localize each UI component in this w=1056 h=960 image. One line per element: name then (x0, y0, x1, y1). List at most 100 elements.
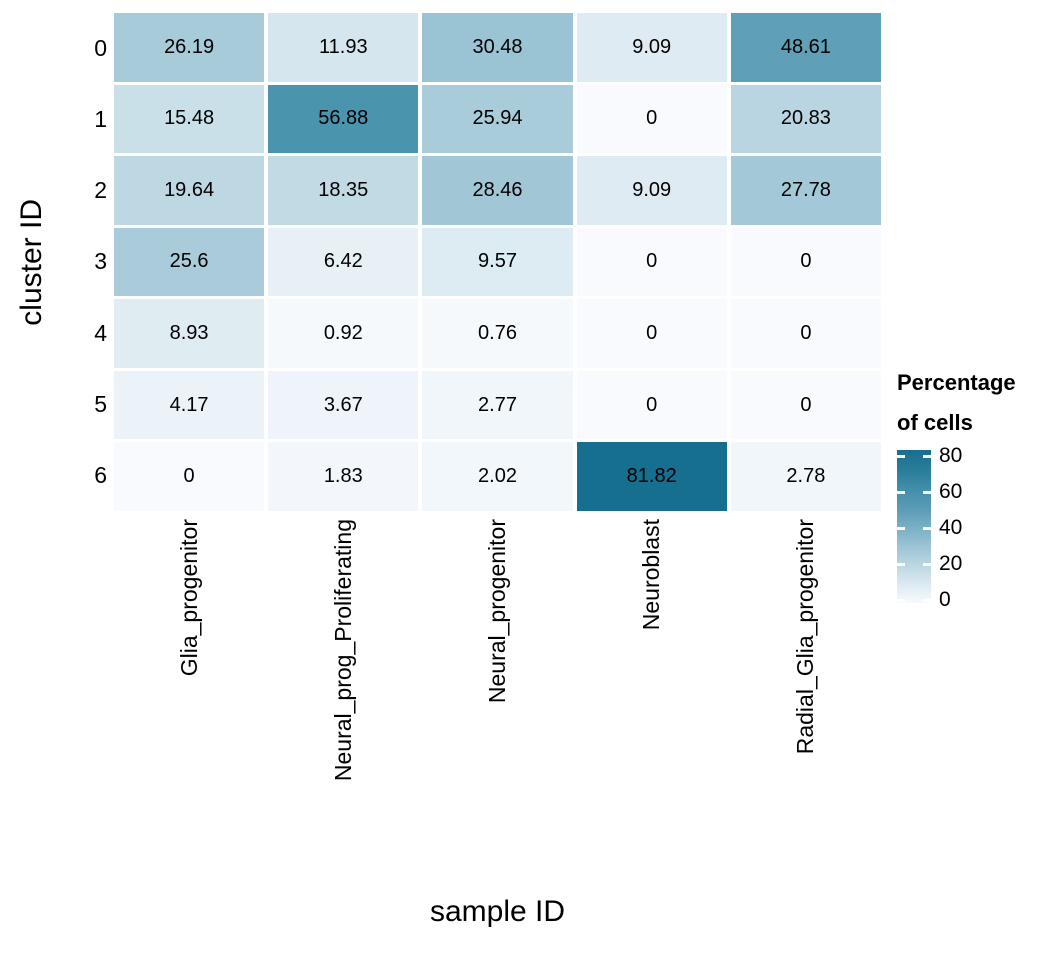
x-axis-tick-labels: Glia_progenitor Neural_prog_Proliferating… (114, 519, 881, 889)
colorbar-tick-label: 20 (939, 552, 963, 575)
x-axis-title: sample ID (429, 895, 566, 928)
heatmap-cell: 0 (730, 299, 881, 368)
heatmap-cell: 11.93 (268, 13, 419, 82)
heatmap-cell: 2.78 (730, 442, 881, 511)
cell-value: 25.94 (472, 107, 523, 130)
heatmap-cell: 2.02 (422, 442, 573, 511)
y-axis-title: cluster ID (12, 13, 52, 511)
heatmap-cell: 20.83 (730, 84, 881, 154)
y-axis-title-text: cluster ID (15, 198, 48, 326)
cell-value: 0 (800, 393, 812, 416)
cell-value: 11.93 (319, 35, 368, 58)
cell-value: 0.92 (323, 322, 363, 345)
colorbar-gradient (897, 450, 931, 603)
colorbar: 80 60 40 20 0 (897, 445, 962, 611)
cell-value: 0 (800, 322, 812, 345)
heatmap-cell: 0 (576, 370, 727, 440)
colorbar-tick-mark (897, 563, 905, 566)
heatmap-cell: 8.93 (114, 299, 265, 368)
y-tick-label: 2 (94, 177, 107, 204)
colorbar-tick-label: 0 (939, 588, 951, 611)
cell-value: 19.64 (164, 178, 215, 201)
cell-value: 18.35 (318, 178, 369, 201)
colorbar-legend: Percentage of cells 80 60 40 20 0 (897, 363, 1053, 611)
legend-title: Percentage of cells (897, 363, 1053, 443)
heatmap-cell: 0 (576, 227, 727, 297)
y-tick-label: 0 (94, 35, 107, 62)
cell-value: 30.48 (472, 35, 523, 58)
heatmap-cell: 0 (576, 299, 727, 368)
heatmap-cell: 25.94 (422, 84, 573, 154)
x-tick-label: Neuroblast (638, 519, 665, 631)
heatmap-cell: 18.35 (268, 156, 419, 225)
y-axis-tick-labels: 0 1 2 3 4 5 6 (58, 13, 107, 511)
cell-value: 15.48 (164, 107, 215, 130)
cell-value: 48.61 (780, 35, 831, 58)
cell-value: 81.82 (626, 465, 677, 488)
heatmap-cell: 9.09 (576, 13, 727, 82)
cell-value: 6.42 (323, 250, 363, 273)
heatmap-cell: 9.57 (422, 227, 573, 297)
cell-value: 9.09 (632, 178, 672, 201)
colorbar-tick-label: 60 (939, 480, 963, 503)
cell-value: 2.02 (478, 465, 517, 488)
cell-value: 25.6 (169, 250, 209, 273)
cell-value: 28.46 (472, 178, 523, 201)
y-tick-label: 4 (94, 319, 107, 346)
heatmap-cell: 48.61 (730, 13, 881, 82)
cell-value: 0.76 (478, 322, 517, 345)
colorbar-tick-mark (897, 599, 905, 602)
colorbar-tick-mark (897, 491, 905, 494)
cell-value: 20.83 (780, 107, 831, 130)
heatmap-cell: 27.78 (730, 156, 881, 225)
legend-title-line2: of cells (897, 410, 973, 435)
colorbar-tick-label: 80 (939, 444, 963, 467)
y-tick-label: 3 (94, 248, 107, 275)
colorbar-tick-label: 40 (939, 516, 963, 539)
x-tick-label: Neural_prog_Proliferating (329, 519, 356, 782)
heatmap-cell: 0.92 (268, 299, 419, 368)
x-tick-label-slot: Radial_Glia_progenitor (731, 519, 881, 889)
heatmap-cell: 4.17 (114, 370, 265, 440)
y-tick-label: 6 (94, 461, 107, 488)
cell-value: 4.17 (169, 393, 209, 416)
colorbar-tick-mark (897, 455, 905, 458)
heatmap-cell: 26.19 (114, 13, 265, 82)
cell-value: 3.67 (323, 393, 363, 416)
colorbar-tick-mark (923, 491, 931, 494)
cell-value: 2.78 (786, 465, 826, 488)
cell-value: 26.19 (164, 35, 215, 58)
heatmap-cell: 30.48 (422, 13, 573, 82)
heatmap-cell: 9.09 (576, 156, 727, 225)
heatmap-cell: 3.67 (268, 370, 419, 440)
heatmap-cell: 56.88 (268, 84, 419, 154)
x-tick-label-slot: Neuroblast (577, 519, 727, 889)
heatmap-cell: 0.76 (422, 299, 573, 368)
legend-title-line1: Percentage (897, 370, 1016, 395)
heatmap-cell: 0 (114, 442, 265, 511)
x-tick-label-slot: Neural_progenitor (422, 519, 572, 889)
cell-value: 0 (183, 465, 195, 488)
cell-value: 0 (646, 250, 658, 273)
heatmap-cell: 25.6 (114, 227, 265, 297)
cell-value: 56.88 (318, 107, 369, 130)
heatmap-cell: 0 (730, 227, 881, 297)
heatmap-cell: 19.64 (114, 156, 265, 225)
cell-value: 0 (646, 322, 658, 345)
cell-value: 0 (800, 250, 812, 273)
cell-value: 1.83 (323, 465, 363, 488)
heatmap-cell: 28.46 (422, 156, 573, 225)
colorbar-tick-mark (923, 599, 931, 602)
cell-value: 27.78 (780, 178, 831, 201)
heatmap-cell: 6.42 (268, 227, 419, 297)
x-tick-label: Glia_progenitor (175, 519, 202, 677)
cell-value: 9.57 (478, 250, 517, 273)
colorbar-tick-mark (923, 455, 931, 458)
x-tick-label: Neural_progenitor (483, 519, 510, 704)
cell-value: 9.09 (632, 35, 672, 58)
x-tick-label-slot: Neural_prog_Proliferating (268, 519, 418, 889)
cell-value: 2.77 (478, 393, 517, 416)
heatmap-cell: 2.77 (422, 370, 573, 440)
y-tick-label: 5 (94, 390, 107, 417)
cell-value: 0 (646, 393, 658, 416)
